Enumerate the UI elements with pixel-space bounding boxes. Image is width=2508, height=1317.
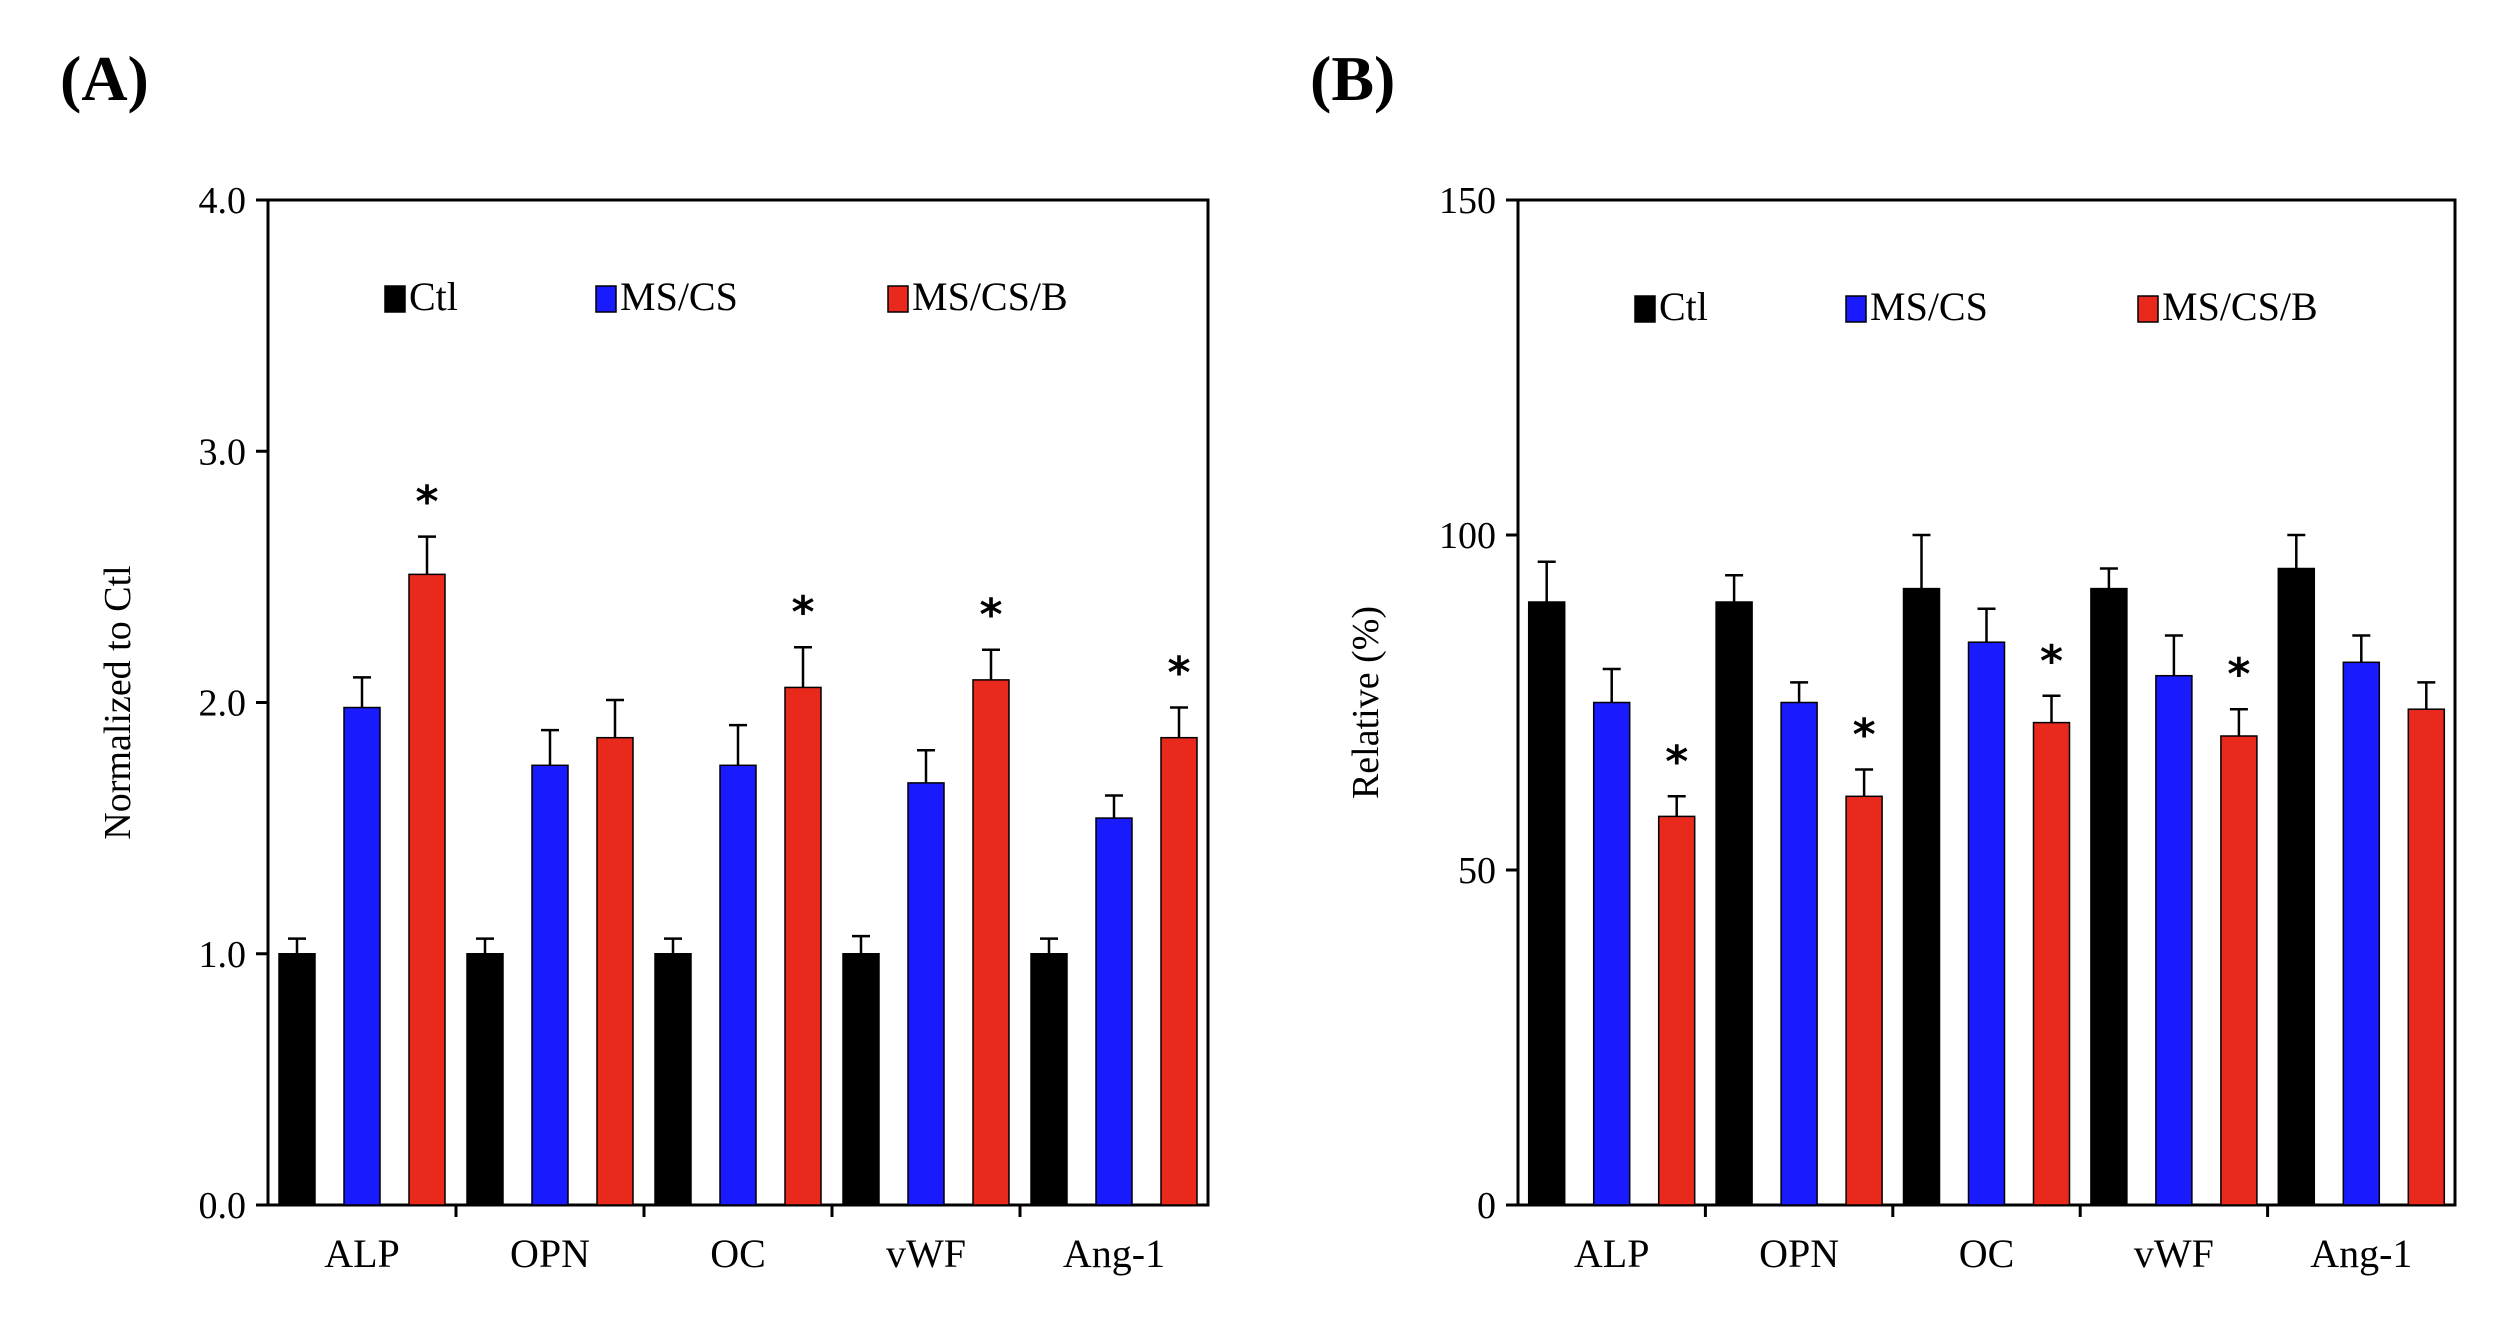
y-axis-title: Normalized to Ctl	[97, 565, 139, 839]
legend-label-MS/CS/B: MS/CS/B	[912, 274, 1068, 319]
category-label-OPN: OPN	[510, 1231, 590, 1276]
y-tick-label: 150	[1439, 180, 1496, 222]
bar-Ctl-OC	[1902, 587, 1941, 1206]
significance-star-OPN: *	[1853, 710, 1876, 761]
bar-MS/CS-vWF	[2155, 674, 2193, 1206]
y-tick-label: 4.0	[199, 180, 247, 222]
category-label-OPN: OPN	[1759, 1231, 1839, 1276]
bar-MS/CS/B-OPN	[596, 736, 634, 1206]
category-label-ALP: ALP	[324, 1231, 400, 1276]
legend-label-Ctl: Ctl	[1659, 284, 1708, 329]
bar-MS/CS/B-OC	[2032, 721, 2071, 1206]
panel-b-label: (B)	[1310, 43, 1395, 114]
legend-label-Ctl: Ctl	[409, 274, 458, 319]
bar-Ctl-Ang-1	[1030, 953, 1068, 1206]
bar-MS/CS/B-vWF	[972, 679, 1010, 1206]
bar-Ctl-OPN	[1715, 601, 1753, 1206]
significance-star-ALP: *	[415, 477, 438, 528]
bar-Ctl-ALP	[1527, 601, 1566, 1206]
bar-Ctl-OC	[654, 953, 692, 1206]
y-tick-label: 0.0	[199, 1185, 247, 1227]
category-label-Ang-1: Ang-1	[2310, 1231, 2412, 1276]
y-tick-label: 3.0	[199, 431, 247, 473]
bar-MS/CS/B-OPN	[1845, 795, 1883, 1206]
bar-MS/CS-Ang-1	[1095, 817, 1133, 1206]
legend-label-MS/CS: MS/CS	[620, 274, 738, 319]
bar-MS/CS/B-Ang-1	[1160, 736, 1198, 1206]
category-label-vWF: vWF	[2134, 1231, 2214, 1276]
panel-a-label: (A)	[60, 43, 149, 114]
bar-MS/CS-vWF	[907, 782, 945, 1206]
significance-star-OC: *	[2040, 636, 2063, 687]
panel-b: (B) 0 50 100 150 Relative (%) * ALP * OPN * OC * vWF…	[1310, 43, 2457, 1276]
legend-swatch-Ctl	[384, 285, 406, 313]
bar-Ctl-OPN	[466, 953, 504, 1206]
legend-label-MS/CS: MS/CS	[1870, 284, 1988, 329]
legend-swatch-MS/CS	[595, 285, 617, 313]
significance-star-vWF: *	[2227, 649, 2250, 700]
legend-label-MS/CS/B: MS/CS/B	[2162, 284, 2318, 329]
category-label-ALP: ALP	[1574, 1231, 1650, 1276]
bar-Ctl-ALP	[278, 953, 316, 1206]
bar-MS/CS-OPN	[1780, 701, 1818, 1206]
bar-MS/CS/B-ALP	[1657, 815, 1696, 1206]
significance-star-vWF: *	[979, 590, 1002, 641]
bar-Ctl-Ang-1	[2277, 567, 2316, 1206]
y-tick-label: 1.0	[199, 934, 247, 976]
y-tick-label: 50	[1458, 850, 1496, 892]
significance-star-ALP: *	[1665, 736, 1688, 787]
y-axis-title: Relative (%)	[1345, 606, 1387, 799]
significance-star-OC: *	[791, 587, 814, 638]
y-tick-label: 100	[1439, 515, 1496, 557]
significance-star-Ang-1: *	[1167, 648, 1190, 699]
category-label-vWF: vWF	[886, 1231, 966, 1276]
bar-MS/CS-OC	[719, 764, 757, 1206]
bar-MS/CS/B-Ang-1	[2407, 708, 2446, 1206]
bar-MS/CS/B-ALP	[408, 573, 446, 1206]
panel-a: (A) 0.0 1.0 2.0 3.0 4.0 Normalized to Ctl * ALP…	[60, 43, 1210, 1276]
bar-MS/CS-OC	[1967, 641, 2006, 1206]
bar-MS/CS/B-vWF	[2220, 735, 2258, 1206]
bar-Ctl-vWF	[2090, 587, 2128, 1206]
bar-MS/CS-OPN	[531, 764, 569, 1206]
bar-MS/CS-ALP	[343, 706, 381, 1206]
legend-swatch-MS/CS/B	[887, 285, 909, 313]
category-label-Ang-1: Ang-1	[1063, 1231, 1165, 1276]
legend-swatch-MS/CS/B	[2137, 295, 2159, 323]
category-label-OC: OC	[710, 1231, 766, 1276]
y-tick-label: 2.0	[199, 683, 247, 725]
category-label-OC: OC	[1959, 1231, 2015, 1276]
bar-MS/CS-Ang-1	[2342, 661, 2381, 1206]
y-tick-label: 0	[1477, 1185, 1496, 1227]
bar-MS/CS/B-OC	[784, 686, 822, 1206]
bar-MS/CS-ALP	[1592, 701, 1631, 1206]
legend-swatch-MS/CS	[1845, 295, 1867, 323]
bar-Ctl-vWF	[842, 953, 880, 1206]
legend-swatch-Ctl	[1634, 295, 1656, 323]
